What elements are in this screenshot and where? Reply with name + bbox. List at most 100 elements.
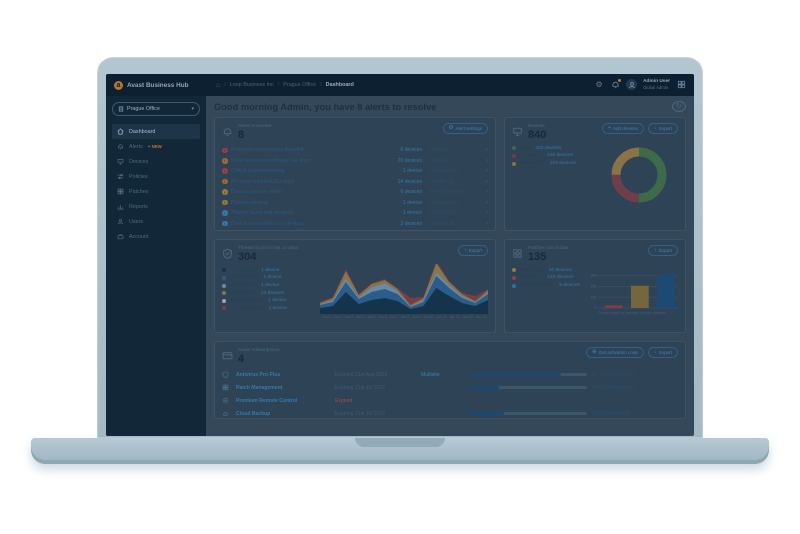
alert-row[interactable]: ! Virus definitions outdated 14+ days 20… — [222, 156, 488, 165]
devices-count: 840 — [528, 128, 547, 141]
sidebar-item-badge: + NEW — [147, 144, 162, 149]
sidebar-item-devices[interactable]: Devices — [112, 154, 200, 169]
sidebar-item-reports[interactable]: Reports — [112, 199, 200, 214]
legend-devices-link[interactable]: 8 devices — [559, 283, 580, 289]
office-selector[interactable]: Prague Office ▾ — [112, 102, 200, 116]
breadcrumb-site[interactable]: Prague Office — [283, 82, 317, 88]
sidebar-item-patches[interactable]: Patches — [112, 184, 200, 199]
refresh-button[interactable]: ↻ — [672, 101, 686, 112]
legend-devices-link[interactable]: 1 device — [268, 305, 287, 311]
legend-label: 12 Reported — [229, 275, 258, 281]
subscription-name[interactable]: Premium Remote Control — [236, 397, 298, 404]
chevron-right-icon[interactable]: › — [486, 178, 488, 185]
sidebar-item-account[interactable]: Account — [112, 229, 200, 244]
alert-severity-icon: ! — [222, 168, 228, 174]
subscription-extra-link[interactable]: Multisite — [421, 371, 440, 378]
breadcrumb-company[interactable]: Loop Business Inc — [229, 82, 274, 88]
devices-export-button[interactable]: ↓ Export — [647, 123, 678, 134]
alert-action-link[interactable]: Restart — [430, 147, 447, 154]
alert-devices-link[interactable]: 20 devices — [397, 157, 422, 164]
sidebar-item-alerts[interactable]: Alerts + NEW — [112, 139, 200, 154]
legend-devices-link[interactable]: 10 devices — [548, 267, 573, 273]
legend-devices-link[interactable]: 1 device — [261, 267, 280, 273]
chevron-right-icon[interactable]: › — [486, 220, 488, 227]
legend-devices-link[interactable]: 1 device — [263, 275, 282, 281]
chevron-right-icon[interactable]: › — [486, 210, 488, 217]
chevron-right-icon[interactable]: › — [486, 189, 488, 196]
legend-devices-link[interactable]: 1 device — [267, 298, 287, 304]
legend-devices-link[interactable]: 420 devices — [535, 145, 562, 151]
legend-dot — [512, 153, 516, 158]
apps-grid-icon[interactable] — [676, 80, 686, 90]
patches-bar-chart: 300 200 100 0 Current state of patches on y… — [586, 264, 678, 315]
subscription-name[interactable]: Patch Management — [236, 384, 283, 391]
home-icon[interactable]: ⌂ — [216, 81, 221, 89]
alert-action-link[interactable]: Update all — [430, 178, 453, 185]
legend-devices-link[interactable]: 1 device — [260, 283, 280, 289]
subscription-expiry: Expiring 21st Jul 2022 — [335, 384, 386, 391]
x-tick-label: Jun 7 — [389, 314, 398, 319]
sidebar-item-users[interactable]: Users — [112, 214, 200, 229]
legend-dot — [512, 275, 516, 280]
alert-action-link[interactable]: Quick scan — [430, 210, 456, 217]
subscription-row[interactable]: Patch Management Expiring 21st Jul 2022 … — [222, 383, 678, 393]
building-icon — [118, 106, 124, 112]
subscription-row[interactable]: Antivirus Pro Plus Expiring 21st Aug 202… — [222, 370, 678, 380]
alert-action-link[interactable]: Restart devices — [430, 189, 466, 196]
get-activation-code-button[interactable]: ⊕ Get activation code — [586, 347, 644, 358]
subscription-usage-text: 427 of 500 devices — [591, 371, 634, 378]
legend-devices-link[interactable]: 210 devices — [549, 161, 576, 167]
chevron-right-icon[interactable]: › — [486, 199, 488, 206]
patches-export-button[interactable]: ↓ Export — [647, 245, 678, 256]
legend-devices-link[interactable]: 210 devices — [547, 153, 574, 159]
alert-devices-link[interactable]: 1 device — [403, 210, 422, 217]
subscription-usage-text: 120GB of 500GB — [591, 410, 630, 417]
subscription-name[interactable]: Cloud Backup — [236, 410, 271, 417]
sidebar-nav: Dashboard Alerts + NEW Devices Policies … — [112, 124, 200, 244]
alert-action-link[interactable]: View patches — [430, 199, 461, 206]
alert-action-link[interactable]: Dismiss all — [430, 220, 455, 227]
alert-row[interactable]: ! Threats found and resolved 1 device Qu… — [222, 209, 488, 218]
chevron-right-icon[interactable]: › — [486, 157, 488, 164]
breadcrumb-current[interactable]: Dashboard — [325, 82, 354, 88]
add-devices-button[interactable]: + Add devices — [601, 123, 644, 134]
alert-action-link[interactable]: View patches — [430, 168, 461, 175]
avatar[interactable] — [626, 79, 638, 91]
alert-settings-button[interactable]: ⚙ Alert settings — [442, 123, 488, 134]
alert-row[interactable]: ! Patches missing 1 device View patches … — [222, 198, 488, 207]
legend-devices-link[interactable]: 123 devices — [547, 275, 574, 281]
alert-row[interactable]: ! Critical patches missing 1 device View… — [222, 167, 488, 176]
alert-row[interactable]: ! AV client outdated 21+ days 14 devices… — [222, 177, 488, 186]
alert-devices-link[interactable]: 6 devices — [400, 147, 422, 154]
notifications-bell-icon[interactable] — [610, 78, 622, 90]
subscriptions-card-title: Active subscriptions — [238, 347, 280, 352]
alert-devices-link[interactable]: 6 devices — [400, 189, 422, 196]
sidebar-item-policies[interactable]: Policies — [112, 169, 200, 184]
threats-chart-x-axis: Jun 1 Jun 2 Jun 3 Jun 4 Jun 5 Jun 6 Jun 7 Jun 8… — [320, 314, 488, 319]
alert-text: Virus definitions outdated 14+ days — [231, 157, 311, 164]
alert-devices-link[interactable]: 14 devices — [397, 178, 422, 185]
alert-devices-link[interactable]: 1 device — [403, 199, 422, 206]
alert-row[interactable]: ! Protection components disabled 6 devic… — [222, 146, 488, 155]
legend-dot — [222, 283, 226, 288]
gear-icon[interactable]: ⚙ — [595, 79, 603, 89]
alert-row[interactable]: ! Device connection lost 14+ days 2 devi… — [222, 219, 488, 228]
threats-export-button[interactable]: ↓ Export — [457, 245, 488, 256]
subscription-name[interactable]: Antivirus Pro Plus — [236, 371, 281, 378]
sidebar-item-dashboard[interactable]: Dashboard — [112, 124, 200, 139]
alert-devices-link[interactable]: 1 device — [403, 168, 422, 175]
subscription-row[interactable]: Premium Remote Control Expired — [222, 396, 678, 406]
alert-devices-link[interactable]: 2 devices — [400, 220, 422, 227]
gear-icon: ⚙ — [448, 124, 454, 131]
key-circle-icon: ⊕ — [592, 348, 597, 355]
alerts-count: 8 — [238, 128, 245, 141]
legend-row: 2 Missing 123 devices — [512, 275, 580, 280]
user-block[interactable]: Admin User Global Admin — [643, 79, 670, 90]
subscriptions-export-button[interactable]: ↓ Export — [647, 347, 678, 358]
legend-devices-link[interactable]: 13 devices — [260, 290, 285, 296]
alert-action-link[interactable]: Update — [430, 157, 447, 164]
chevron-right-icon[interactable]: › — [486, 147, 488, 154]
alert-row[interactable]: ! Devices require restart 6 devices Rest… — [222, 188, 488, 197]
chevron-right-icon[interactable]: › — [486, 168, 488, 175]
subscription-row[interactable]: Cloud Backup Expiring 21st Jul 2022 120G… — [222, 409, 678, 418]
